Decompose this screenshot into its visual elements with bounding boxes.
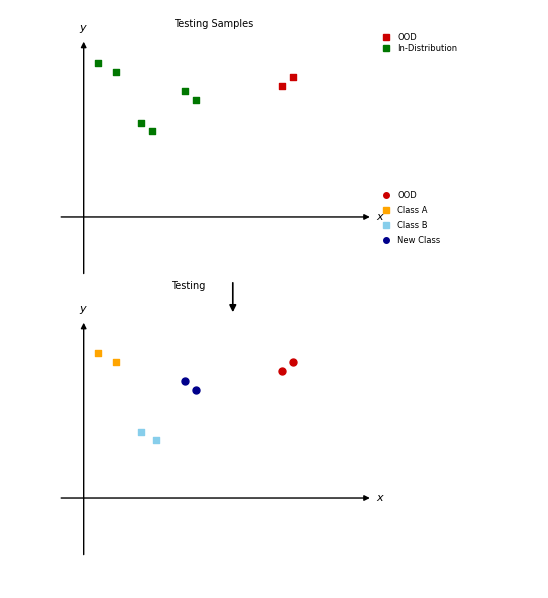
Point [137, 427, 146, 437]
Text: $x$: $x$ [376, 493, 385, 503]
Point [180, 87, 189, 96]
Point [289, 72, 298, 82]
Point [112, 67, 121, 77]
Text: Testing: Testing [171, 281, 205, 291]
Point [94, 59, 102, 68]
Point [289, 357, 298, 367]
Point [180, 376, 189, 386]
Point [278, 366, 287, 376]
Point [278, 81, 287, 91]
Legend: OOD, Class A, Class B, New Class: OOD, Class A, Class B, New Class [378, 191, 441, 245]
Point [191, 95, 200, 105]
Text: $y$: $y$ [79, 23, 88, 35]
Text: Testing Samples: Testing Samples [174, 19, 253, 29]
Legend: OOD, In-Distribution: OOD, In-Distribution [378, 33, 458, 53]
Point [94, 348, 102, 358]
Point [137, 118, 146, 127]
Point [112, 357, 121, 367]
Point [191, 385, 200, 395]
Text: $x$: $x$ [376, 212, 385, 222]
Point [152, 435, 161, 445]
Text: $y$: $y$ [79, 304, 88, 316]
Point [148, 127, 157, 136]
